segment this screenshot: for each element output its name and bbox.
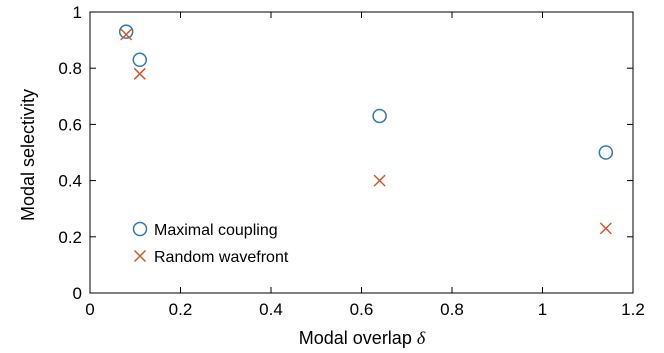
y-tick-label: 0.2 xyxy=(58,228,82,247)
data-point-circle xyxy=(132,52,148,68)
x-tick-label: 1.2 xyxy=(621,300,645,319)
x-axis-title: Modal overlap δ xyxy=(299,328,426,348)
y-tick-label: 0.4 xyxy=(58,172,82,191)
x-tick-label: 0.8 xyxy=(440,300,464,319)
tick-layer: 0 0.2 0.4 0.6 0.8 1 1.2 0 0.2 0.4 0.6 0.8 1 xyxy=(58,3,644,319)
x-tick-label: 0.2 xyxy=(169,300,193,319)
legend-label-maximal-coupling: Maximal coupling xyxy=(154,222,278,239)
x-tick-label: 0.6 xyxy=(350,300,374,319)
y-tick-label: 1 xyxy=(73,3,82,22)
y-tick-label: 0.6 xyxy=(58,115,82,134)
legend-marker-maximal-coupling xyxy=(132,221,148,237)
legend-label-random-wavefront: Random wavefront xyxy=(154,249,289,266)
y-axis-title: Modal selectivity xyxy=(18,89,38,221)
data-point-circle xyxy=(372,108,387,124)
legend: Maximal coupling Random wavefront xyxy=(132,221,289,266)
y-tick-label: 0 xyxy=(73,284,82,303)
data-point-cross xyxy=(120,28,133,41)
y-tick-label: 0.8 xyxy=(58,59,82,78)
data-point-cross xyxy=(133,67,146,80)
data-points xyxy=(118,24,614,235)
data-point-cross xyxy=(599,222,612,235)
data-point-cross xyxy=(373,174,386,187)
x-tick-label: 0.4 xyxy=(259,300,283,319)
legend-marker-random-wavefront xyxy=(133,249,147,263)
data-point-circle xyxy=(118,24,134,39)
data-point-circle xyxy=(598,145,614,160)
x-tick-label: 0 xyxy=(85,300,94,319)
x-tick-label: 1 xyxy=(538,300,547,319)
